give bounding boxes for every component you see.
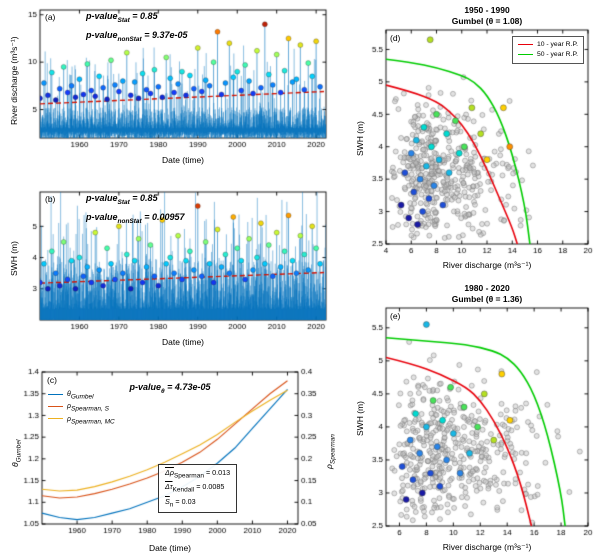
title-period: 1980 - 2020 [464,283,510,293]
copula-scatter-1980-2020-canvas [352,282,596,554]
panel-c-pvalue-annotation: p-valueθ = 4.73e-05 [42,382,298,395]
50yr-rp-line-sample [517,53,533,55]
pvalue-sub: nonStat [117,35,142,43]
legend-symbol: ρ [67,403,72,411]
stat-value: = 0.03 [173,496,196,506]
panel-a: River discharge (m³s⁻¹) Date (time) (a) … [6,4,332,166]
legend-label: 10 - year R.P. [536,41,578,48]
legend-entry-theta-gumbel: θGumbel [48,390,115,402]
pvalue-stat-line: p-valueStat = 0.85 [86,9,188,28]
stat-symbol: Δτ [165,482,173,492]
pvalue-nonstat-line: p-valuenonStat = 9.37e-05 [86,28,188,47]
panel-a-x-axis-label: Date (time) [161,155,205,165]
pvalue-sub: θ [161,387,165,395]
title-period: 1950 - 1990 [464,5,510,15]
theta-rho-trend-canvas [6,366,332,554]
legend-entry-10yr-rp: 10 - year R.P. [517,40,578,50]
theta-subscript: Gumbel [15,439,23,463]
panel-c-left-y-axis-label: θGumbel [10,440,23,467]
legend-label: 50 - year R.P. [536,51,578,58]
panel-d-x-axis-label: River discharge (m³s⁻¹) [442,260,532,270]
legend-subscript: Spearman, S [71,405,109,413]
panel-e-letter: (e) [390,311,401,321]
rho-symbol: ρ [324,464,334,469]
panel-d-letter: (d) [390,33,401,43]
title-copula: Gumbel (θ = 1.08) [451,16,523,26]
stat-symbol: Δρ [165,468,174,477]
river-discharge-timeseries-canvas [6,4,332,166]
pvalue-label: p-value [86,11,118,21]
panel-b-letter: (b) [45,194,56,204]
stat-subscript: Spearman [173,472,204,480]
pvalue-stat-line: p-valueStat = 0.85 [86,191,185,210]
panel-c-legend: θGumbel ρSpearman, S ρSpearman, MC [48,390,115,427]
theta-gumbel-line-sample [48,393,63,395]
pvalue-label: p-value [86,29,118,40]
panel-b-x-axis-label: Date (time) [161,337,205,347]
panel-e-title: 1980 - 2020 Gumbel (θ = 1.36) [386,283,588,305]
sn-stat: Sn = 0.03 [165,496,230,510]
stat-value: = 0.0085 [194,482,225,492]
panel-c-right-y-axis-label: ρSpearman [324,434,337,469]
pvalue-value: = 0.85 [129,11,158,21]
stat-value: = 0.013 [203,468,231,477]
pvalue-label: p-value [86,193,118,203]
stat-subscript: Kendall [172,486,195,494]
pvalue-value: = 9.37e-05 [141,29,188,40]
pvalue-nonstat-line: p-valuenonStat = 0.00957 [86,210,185,229]
panel-c-stats-box: ΔρSpearman = 0.013 ΔτKendall = 0.0085 Sn… [158,464,238,514]
legend-symbol: ρ [67,415,72,423]
legend-subscript: Gumbel [70,393,94,401]
theta-symbol: θ [10,462,20,467]
delta-rho-spearman-stat: ΔρSpearman = 0.013 [165,467,230,481]
delta-tau-kendall-stat: ΔτKendall = 0.0085 [165,481,230,495]
rho-spearman-s-line-sample [48,406,63,408]
legend-subscript: Spearman, MC [71,418,115,426]
pvalue-value: = 0.85 [129,193,158,203]
panel-a-letter: (a) [45,12,56,22]
panel-d: 1950 - 1990 Gumbel (θ = 1.08) SWH (m) Ri… [352,4,596,272]
panel-d-title: 1950 - 1990 Gumbel (θ = 1.08) [386,5,588,27]
panel-e-x-axis-label: River discharge (m³s⁻¹) [442,542,532,552]
legend-entry-50yr-rp: 50 - year R.P. [517,50,578,60]
pvalue-label: p-value [86,211,118,222]
stat-symbol: S [165,496,170,506]
legend-entry-rho-spearman-mc: ρSpearman, MC [48,415,115,427]
panel-d-y-axis-label: SWH (m) [355,121,365,156]
panel-b-pvalue-annotations: p-valueStat = 0.85 p-valuenonStat = 0.00… [86,191,185,229]
panel-a-pvalue-annotations: p-valueStat = 0.85 p-valuenonStat = 9.37… [86,9,188,47]
panel-c-x-axis-label: Date (time) [148,543,192,553]
10yr-rp-line-sample [517,43,533,45]
pvalue-sub: nonStat [117,217,142,225]
pvalue-value: = 4.73e-05 [164,382,211,392]
legend-entry-rho-spearman-s: ρSpearman, S [48,402,115,414]
rho-spearman-mc-line-sample [48,418,63,420]
panel-c-letter: (c) [47,375,57,385]
title-copula: Gumbel (θ = 1.36) [451,294,523,304]
pvalue-value: = 0.00957 [141,211,185,222]
panel-a-y-axis-label: River discharge (m³s⁻¹) [9,36,19,125]
pvalue-sub: Stat [117,198,130,206]
swh-timeseries-canvas [6,186,332,348]
panel-c: θGumbel ρSpearman Date (time) (c) p-valu… [6,366,337,554]
panel-d-legend: 10 - year R.P. 50 - year R.P. [511,36,584,64]
legend-symbol: θ [67,391,71,398]
pvalue-label: p-value [129,382,162,392]
panel-b-y-axis-label: SWH (m) [9,241,19,276]
rho-subscript: Spearman [329,434,337,465]
panel-e: 1980 - 2020 Gumbel (θ = 1.36) SWH (m) Ri… [352,282,596,554]
pvalue-sub: Stat [117,16,130,24]
panel-b: SWH (m) Date (time) (b) p-valueStat = 0.… [6,186,332,348]
panel-e-y-axis-label: SWH (m) [355,401,365,436]
stat-subscript: n [169,501,174,509]
